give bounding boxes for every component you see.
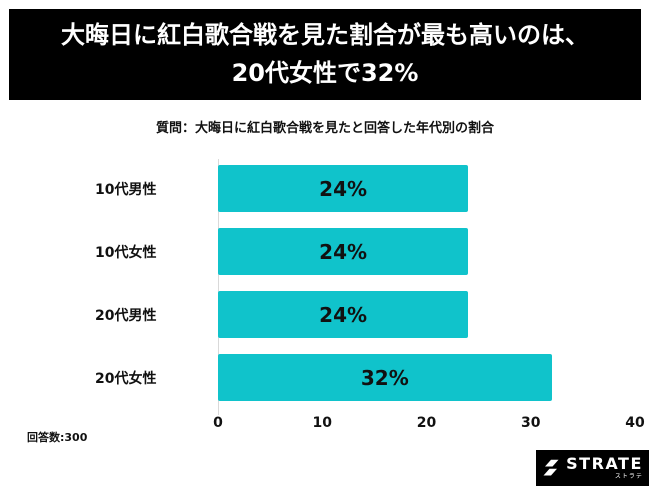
bar-value-label: 32% [360, 365, 409, 390]
page-title-line2: 20代女性で32% [231, 58, 419, 87]
x-tick-label: 20 [416, 415, 437, 431]
tick-area: 0 10 20 30 40 [213, 415, 645, 435]
bar-chart: 10代男性 24% 10代女性 24% 20代男性 24% 20代女性 32% 0 10 20 30… [0, 157, 650, 435]
strate-logo: STRATE ストラテ [536, 450, 649, 486]
bar: 24% [218, 165, 469, 212]
bar: 24% [218, 291, 469, 338]
bar-value-label: 24% [319, 176, 368, 201]
bar-row: 20代男性 24% [0, 283, 650, 346]
strate-logo-icon [543, 459, 559, 476]
x-tick-label: 40 [625, 415, 645, 431]
bar-row: 10代女性 24% [0, 220, 650, 283]
bar-track: 24% [218, 165, 635, 212]
page-title-line1: 大晦日に紅白歌合戦を見た割合が最も高いのは、 [61, 20, 589, 49]
bar-value-label: 24% [319, 302, 368, 327]
x-tick-label: 10 [312, 415, 332, 431]
respondent-count: 回答数:300 [27, 431, 88, 444]
bar-track: 32% [218, 354, 635, 401]
bar-track: 24% [218, 228, 635, 275]
y-axis-line [218, 159, 219, 415]
x-tick-label: 30 [521, 415, 541, 431]
bar-rows: 10代男性 24% 10代女性 24% 20代男性 24% 20代女性 32% [0, 157, 650, 409]
category-label: 10代女性 [95, 244, 157, 261]
bar-row: 20代女性 32% [0, 346, 650, 409]
logo-brand-text: STRATE [566, 454, 643, 473]
category-label: 10代男性 [95, 181, 157, 198]
category-label: 20代女性 [95, 370, 157, 387]
category-label: 20代男性 [95, 307, 157, 324]
logo-sub-text: ストラテ [614, 473, 643, 480]
bar-track: 24% [218, 291, 635, 338]
logo-text-wrap: STRATE ストラテ [566, 456, 643, 480]
x-axis-ticks: 0 10 20 30 40 [0, 415, 650, 435]
header-banner: 大晦日に紅白歌合戦を見た割合が最も高いのは、 20代女性で32% [9, 9, 641, 100]
x-tick-label: 0 [213, 415, 223, 431]
bar: 32% [218, 354, 552, 401]
chart-subtitle: 質問：大晦日に紅白歌合戦を見たと回答した年代別の割合 [155, 121, 494, 136]
bar-value-label: 24% [319, 239, 368, 264]
bar-row: 10代男性 24% [0, 157, 650, 220]
bar: 24% [218, 228, 469, 275]
